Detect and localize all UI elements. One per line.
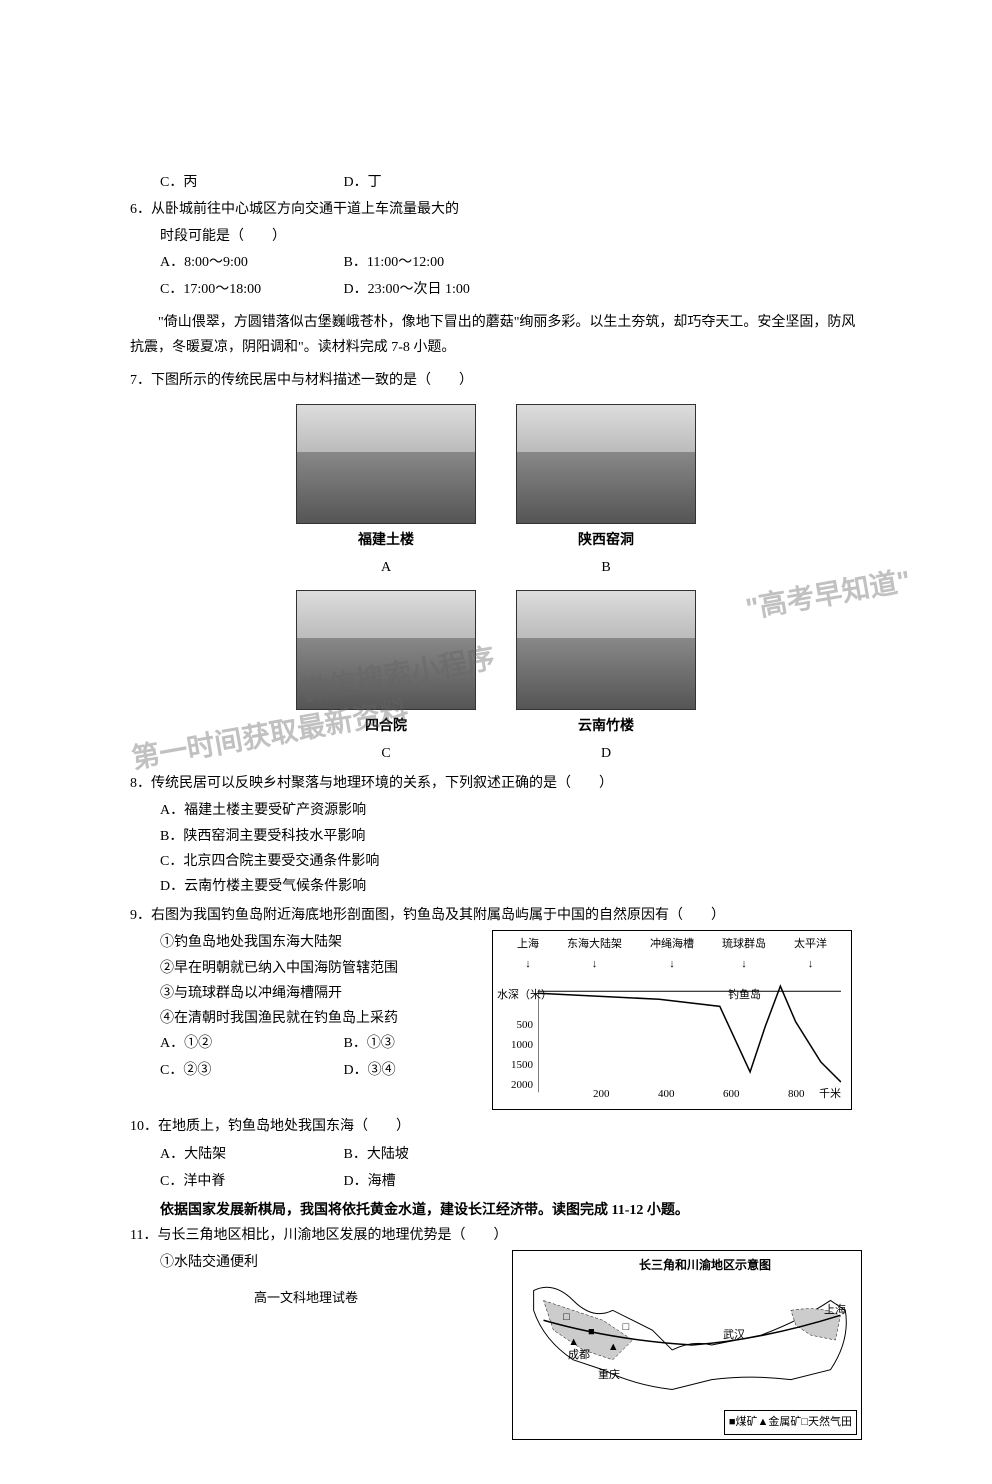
chart-ytick-0: 500 [503,1016,533,1036]
map-legend: ■煤矿▲金属矿□天然气田 [724,1410,857,1436]
q5-option-d: D．丁 [344,170,382,195]
q9-options-ab: A．①② B．①③ [130,1031,482,1056]
chart-top-labels: 上海↓ 东海大陆架↓ 冲绳海槽↓ 琉球群岛↓ 太平洋↓ [493,935,851,975]
q9-stem: 9．右图为我国钓鱼岛附近海底地形剖面图，钓鱼岛及其附属岛屿属于中国的自然原因有（… [130,903,862,928]
q7-letter-d: D [516,741,696,766]
q10-option-d: D．海槽 [344,1169,396,1194]
question-9: 9．右图为我国钓鱼岛附近海底地形剖面图，钓鱼岛及其附属岛屿属于中国的自然原因有（… [130,903,862,1110]
map-city-1: 重庆 [598,1366,620,1386]
q11-stem: 11．与长三角地区相比，川渝地区发展的地理优势是（ ） [130,1223,862,1248]
chart-xtick-0: 200 [593,1085,610,1105]
q6-option-b: B．11:00～12:00 [344,250,445,275]
q7-image-a-cell: 福建土楼 A [296,404,476,580]
q6-options-cd: C．17:00～18:00 D．23:00～次日 1:00 [130,277,862,302]
map-city-2: 武汉 [723,1326,745,1346]
question-10: 10．在地质上，钓鱼岛地处我国东海（ ） A．大陆架 B．大陆坡 C．洋中脊 D… [130,1114,862,1194]
passage-11-12: 依据国家发展新棋局，我国将依托黄金水道，建设长江经济带。读图完成 11-12 小… [130,1198,862,1223]
q7-image-row-2: 四合院 C 云南竹楼 D [130,590,862,766]
q8-option-a: A．福建土楼主要受矿产资源影响 [130,798,862,823]
question-7: 7．下图所示的传统民居中与材料描述一致的是（ ） 福建土楼 A 陕西窑洞 B "… [130,368,862,766]
q9-option-c: C．②③ [160,1058,340,1083]
chart-label-3: 琉球群岛↓ [722,935,766,975]
q7-image-d-cell: 云南竹楼 D [516,590,696,766]
q9-two-col: ①钓鱼岛地处我国东海大陆架 ②早在明朝就已纳入中国海防管辖范围 ③与琉球群岛以冲… [130,930,862,1110]
q7-letter-c: C [296,741,476,766]
q7-letter-b: B [516,555,696,580]
chart-svg [538,971,841,1092]
q8-option-c: C．北京四合院主要受交通条件影响 [130,849,862,874]
q9-chart: 上海↓ 东海大陆架↓ 冲绳海槽↓ 琉球群岛↓ 太平洋↓ 钓鱼岛 水深（米） 50… [492,930,852,1110]
chart-xtick-3: 800 [788,1085,805,1105]
q7-caption-d: 云南竹楼 [516,714,696,739]
question-6: 6．从卧城前往中心城区方向交通干道上车流量最大的 时段可能是（ ） A．8:00… [130,197,862,302]
q7-image-c-cell: 四合院 C [296,590,476,766]
q9-option-d: D．③④ [344,1058,396,1083]
chart-x-unit: 千米 [819,1085,841,1105]
q8-option-d: D．云南竹楼主要受气候条件影响 [130,874,862,899]
q7-letter-a: A [296,555,476,580]
q5-options-cd: C．丙 D．丁 [130,170,862,195]
chart-ytick-2: 1500 [503,1056,533,1076]
q11-two-col: ①水陆交通便利 高一文科地理试卷 长三角和川渝地区示意图 ▲ ■ ▲ □ □ 成… [130,1250,862,1440]
q6-option-d: D．23:00～次日 1:00 [344,277,470,302]
q6-stem: 6．从卧城前往中心城区方向交通干道上车流量最大的 [130,197,862,222]
q6-option-c: C．17:00～18:00 [160,277,340,302]
map-city-0: 成都 [568,1346,590,1366]
q9-option-a: A．①② [160,1031,340,1056]
q7-caption-c: 四合院 [296,714,476,739]
q5-option-c: C．丙 [160,170,340,195]
q7-image-d [516,590,696,710]
chart-label-0: 上海↓ [517,935,539,975]
q7-image-row-1: 福建土楼 A 陕西窑洞 B [130,404,862,580]
q6-option-a: A．8:00～9:00 [160,250,340,275]
q6-stem2: 时段可能是（ ） [130,224,862,249]
q7-image-a [296,404,476,524]
chart-xtick-1: 400 [658,1085,675,1105]
q11-item1: ①水陆交通便利 [130,1250,482,1275]
q10-option-c: C．洋中脊 [160,1169,340,1194]
svg-text:■: ■ [588,1326,595,1338]
q7-caption-a: 福建土楼 [296,528,476,553]
q6-options-ab: A．8:00～9:00 B．11:00～12:00 [130,250,862,275]
q9-item4: ④在清朝时我国渔民就在钓鱼岛上采药 [130,1006,482,1031]
footer: 高一文科地理试卷 [130,1286,482,1309]
q9-option-b: B．①③ [344,1031,395,1056]
svg-text:▲: ▲ [608,1341,619,1353]
q7-image-b [516,404,696,524]
q7-stem: 7．下图所示的传统民居中与材料描述一致的是（ ） [130,368,862,393]
q9-item2: ②早在明朝就已纳入中国海防管辖范围 [130,956,482,981]
q11-map-col: 长三角和川渝地区示意图 ▲ ■ ▲ □ □ 成都 重庆 武汉 上海 ■煤矿▲金属… [492,1250,862,1440]
q7-image-c [296,590,476,710]
chart-label-2: 冲绳海槽↓ [650,935,694,975]
q11-map: 长三角和川渝地区示意图 ▲ ■ ▲ □ □ 成都 重庆 武汉 上海 ■煤矿▲金属… [512,1250,862,1440]
svg-text:□: □ [563,1312,570,1324]
svg-text:□: □ [623,1321,630,1333]
q9-options-cd: C．②③ D．③④ [130,1058,482,1083]
watermark-container: "高考早知道" 四合院 C 云南竹楼 D 微信搜索小程序 第一时间获取最新资料 [130,590,862,766]
passage-7-8: "倚山偎翠，方圆错落似古堡巍峨苍朴，像地下冒出的蘑菇"绚丽多彩。以生土夯筑，却巧… [130,310,862,360]
q10-stem: 10．在地质上，钓鱼岛地处我国东海（ ） [130,1114,862,1139]
q9-item3: ③与琉球群岛以冲绳海槽隔开 [130,981,482,1006]
q9-left-col: ①钓鱼岛地处我国东海大陆架 ②早在明朝就已纳入中国海防管辖范围 ③与琉球群岛以冲… [130,930,482,1110]
q9-chart-col: 上海↓ 东海大陆架↓ 冲绳海槽↓ 琉球群岛↓ 太平洋↓ 钓鱼岛 水深（米） 50… [492,930,862,1110]
question-8: 8．传统民居可以反映乡村聚落与地理环境的关系，下列叙述正确的是（ ） A．福建土… [130,771,862,899]
q9-item1: ①钓鱼岛地处我国东海大陆架 [130,930,482,955]
q8-option-b: B．陕西窑洞主要受科技水平影响 [130,824,862,849]
q10-option-b: B．大陆坡 [344,1142,409,1167]
chart-ytick-3: 2000 [503,1076,533,1096]
chart-label-1: 东海大陆架↓ [567,935,622,975]
q10-option-a: A．大陆架 [160,1142,340,1167]
q10-options-cd: C．洋中脊 D．海槽 [130,1169,862,1194]
chart-ytick-1: 1000 [503,1036,533,1056]
q10-options-ab: A．大陆架 B．大陆坡 [130,1142,862,1167]
chart-xtick-2: 600 [723,1085,740,1105]
q7-caption-b: 陕西窑洞 [516,528,696,553]
q7-image-b-cell: 陕西窑洞 B [516,404,696,580]
question-11: 11．与长三角地区相比，川渝地区发展的地理优势是（ ） ①水陆交通便利 高一文科… [130,1223,862,1440]
map-city-3: 上海 [824,1301,846,1321]
q8-stem: 8．传统民居可以反映乡村聚落与地理环境的关系，下列叙述正确的是（ ） [130,771,862,796]
q11-left-col: ①水陆交通便利 高一文科地理试卷 [130,1250,482,1440]
chart-label-4: 太平洋↓ [794,935,827,975]
